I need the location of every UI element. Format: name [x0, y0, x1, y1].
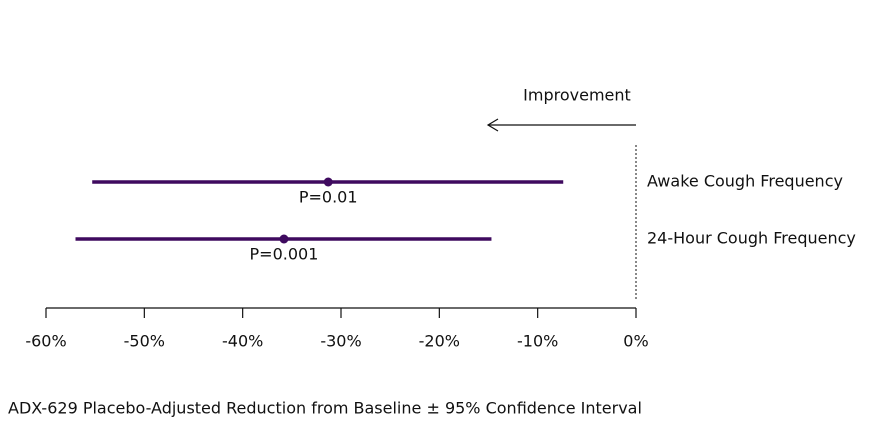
- row-label: Awake Cough Frequency: [647, 172, 843, 191]
- x-tick-label: -60%: [25, 332, 66, 351]
- x-tick-label: -30%: [320, 332, 361, 351]
- x-axis-label: ADX-629 Placebo-Adjusted Reduction from …: [8, 399, 642, 418]
- point-estimate: [279, 234, 289, 244]
- p-value-label: P=0.01: [299, 188, 358, 207]
- row-label: 24-Hour Cough Frequency: [647, 229, 856, 248]
- x-tick-label: -10%: [517, 332, 558, 351]
- x-tick-label: -20%: [419, 332, 460, 351]
- point-estimate: [323, 177, 333, 187]
- x-tick-label: -40%: [222, 332, 263, 351]
- annotation: Improvement: [523, 86, 631, 105]
- x-tick-label: -50%: [124, 332, 165, 351]
- improvement-arrow: [486, 118, 636, 132]
- x-tick-label: 0%: [623, 332, 648, 351]
- p-value-label: P=0.001: [250, 245, 319, 264]
